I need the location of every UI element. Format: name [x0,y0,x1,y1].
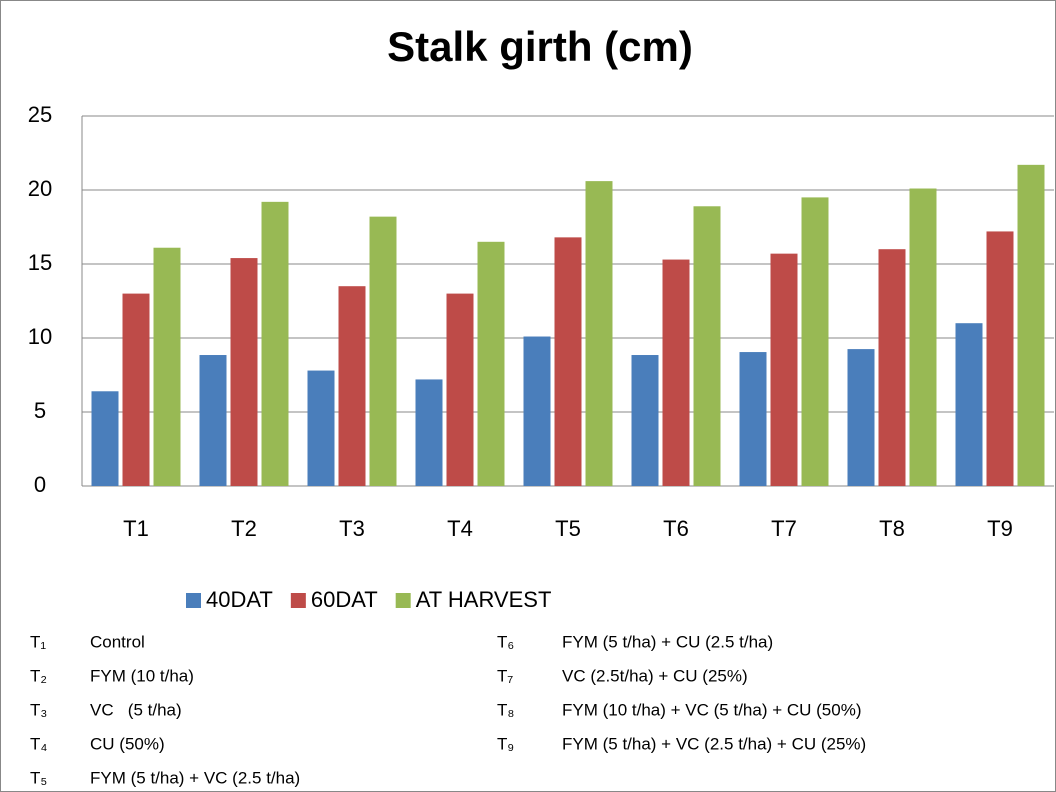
bar [847,349,875,486]
legend-swatch [395,593,411,608]
legend-label: AT HARVEST [416,587,552,612]
treatment-name: VC (5 t/ha) [90,700,182,719]
y-tick-label: 15 [28,250,52,275]
bar [878,249,906,486]
legend-swatch [290,593,306,608]
treatment-name: CU (50%) [90,734,165,753]
treatment-name: FYM (5 t/ha) + VC (2.5 t/ha) + CU (25%) [562,734,866,753]
bar [909,188,937,486]
x-tick-label: T7 [771,516,797,541]
bar [801,197,829,486]
x-tick-label: T4 [447,516,473,541]
bar [477,241,505,486]
treatment-code: T₅ [30,768,47,787]
x-tick-label: T8 [879,516,905,541]
y-tick-label: 5 [34,398,46,423]
x-tick-label: T1 [123,516,149,541]
bar [369,216,397,486]
treatment-name: FYM (10 t/ha) + VC (5 t/ha) + CU (50%) [562,700,861,719]
legend-swatch [186,593,201,608]
treatment-code: T₈ [497,700,514,719]
bar [91,391,119,486]
bar [523,336,551,486]
legend-label: 60DAT [311,587,378,612]
treatment-code: T₁ [30,632,46,651]
treatment-name: FYM (10 t/ha) [90,666,194,685]
bar [585,181,613,486]
treatment-code: T₂ [30,666,47,685]
treatment-name: Control [90,632,145,651]
x-tick-label: T9 [987,516,1013,541]
bar [307,370,335,486]
y-tick-label: 0 [34,472,46,497]
treatment-name: VC (2.5t/ha) + CU (25%) [562,666,748,685]
bar [693,206,721,486]
treatment-code: T₉ [497,734,514,753]
y-tick-label: 10 [28,324,52,349]
x-tick-label: T5 [555,516,581,541]
bar [986,231,1014,486]
bar [338,286,366,486]
y-tick-label: 20 [28,176,52,201]
bar [153,247,181,486]
bar [199,355,227,486]
bar [631,355,659,486]
bar [1017,164,1045,486]
bar [261,201,289,486]
treatment-name: FYM (5 t/ha) + VC (2.5 t/ha) [90,768,300,787]
x-tick-label: T6 [663,516,689,541]
bar [446,293,474,486]
bar [662,259,690,486]
bar [739,352,767,486]
x-tick-label: T3 [339,516,365,541]
bar [122,293,150,486]
bar [554,237,582,486]
treatment-name: FYM (5 t/ha) + CU (2.5 t/ha) [562,632,773,651]
y-tick-label: 25 [28,102,52,127]
bar [230,258,258,486]
x-tick-label: T2 [231,516,257,541]
treatment-code: T₄ [30,734,47,753]
treatment-code: T₇ [497,666,513,685]
treatment-code: T₃ [30,700,47,719]
bar [415,379,443,486]
treatment-code: T₆ [497,632,514,651]
bar [770,253,798,486]
chart-title: Stalk girth (cm) [387,23,693,70]
bar [955,323,983,486]
legend-label: 40DAT [206,587,273,612]
